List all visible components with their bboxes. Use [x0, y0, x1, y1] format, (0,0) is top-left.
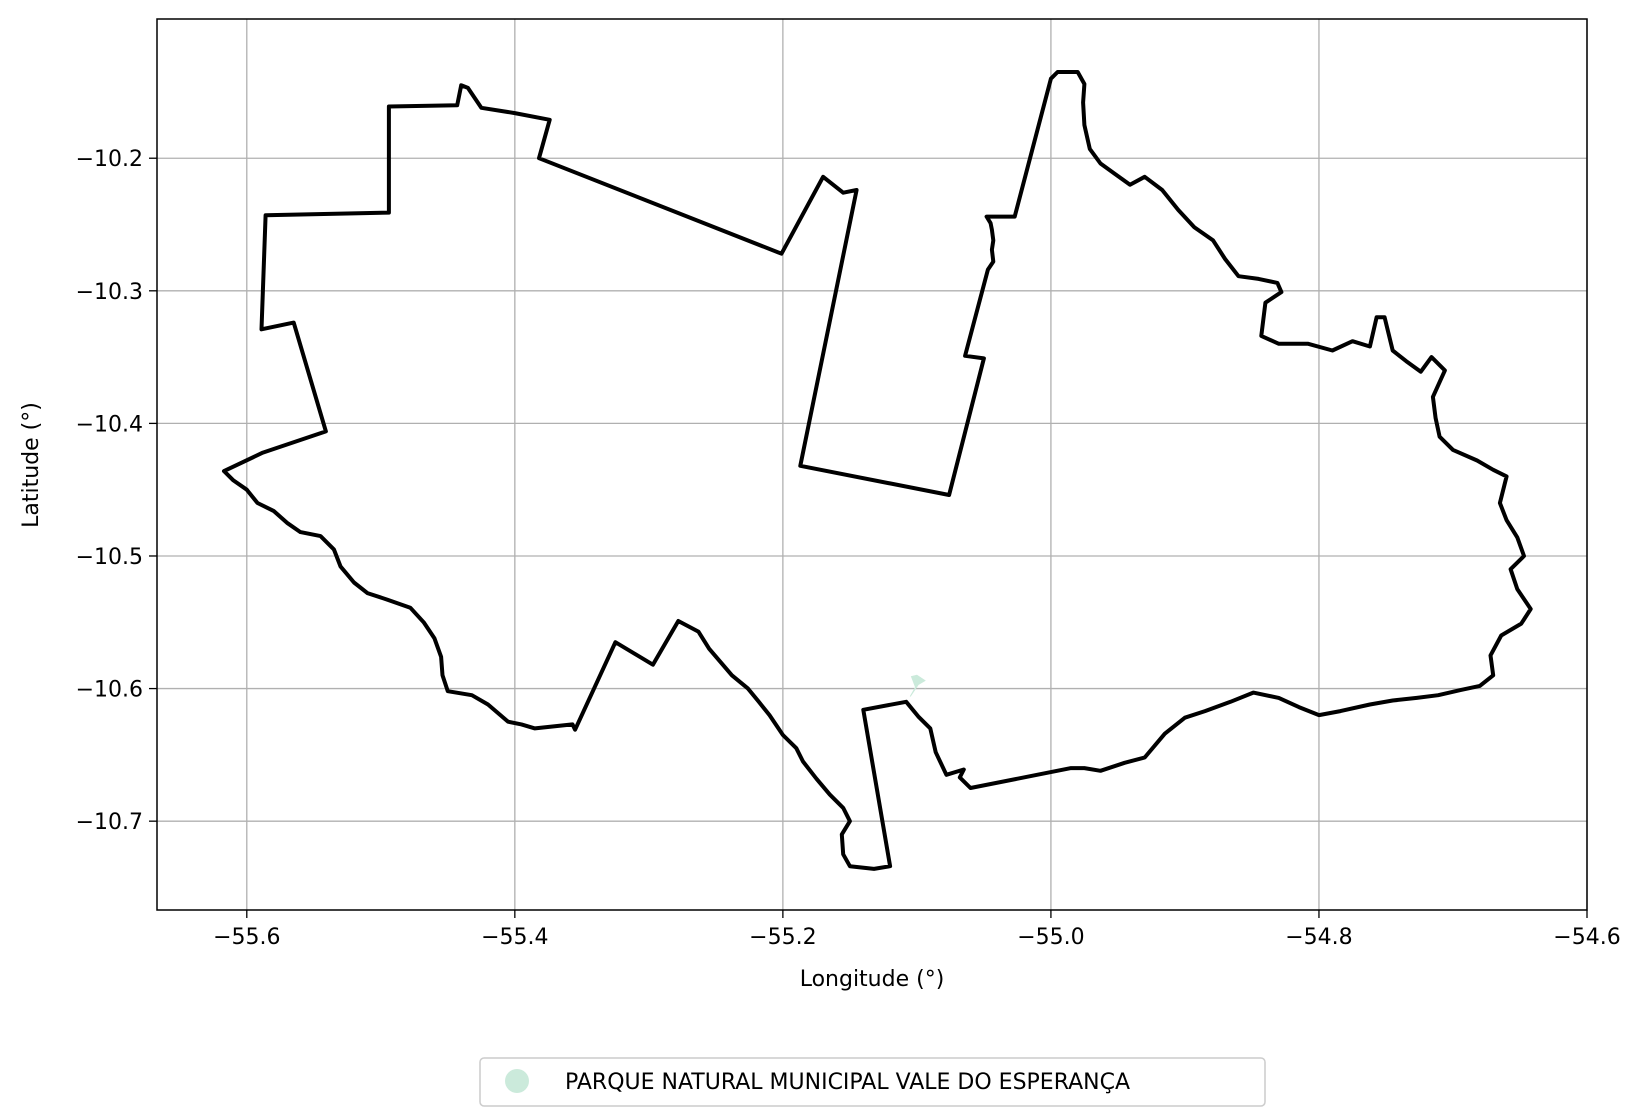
grid-lines — [157, 19, 1588, 910]
legend-entry-label: PARQUE NATURAL MUNICIPAL VALE DO ESPERAN… — [565, 1070, 1130, 1095]
y-tick-label: −10.6 — [76, 678, 143, 703]
legend-swatch — [505, 1069, 529, 1093]
y-tick-label: −10.3 — [76, 280, 143, 305]
x-tick-label: −55.2 — [749, 925, 816, 950]
y-tick-label: −10.7 — [76, 810, 143, 835]
x-axis-ticks: −55.6 −55.4 −55.2 −55.0 −54.8 −54.6 — [213, 910, 1621, 950]
y-axis-label: Latitude (°) — [19, 402, 44, 528]
y-tick-label: −10.2 — [76, 147, 143, 172]
x-tick-label: −55.6 — [213, 925, 280, 950]
municipality-boundary — [222, 70, 1533, 871]
plot-frame — [156, 18, 1588, 911]
x-tick-label: −55.4 — [481, 925, 548, 950]
x-tick-label: −54.8 — [1285, 925, 1352, 950]
park-polygon — [909, 674, 926, 697]
map-features — [222, 70, 1533, 871]
x-tick-label: −54.6 — [1553, 925, 1620, 950]
x-axis-label: Longitude (°) — [800, 967, 945, 992]
legend-box — [479, 1057, 1266, 1107]
legend: PARQUE NATURAL MUNICIPAL VALE DO ESPERAN… — [479, 1057, 1266, 1107]
y-axis-ticks: −10.2 −10.3 −10.4 −10.5 −10.6 −10.7 — [76, 147, 157, 835]
y-tick-label: −10.4 — [76, 412, 143, 437]
x-tick-label: −55.0 — [1017, 925, 1084, 950]
y-tick-label: −10.5 — [76, 545, 143, 570]
